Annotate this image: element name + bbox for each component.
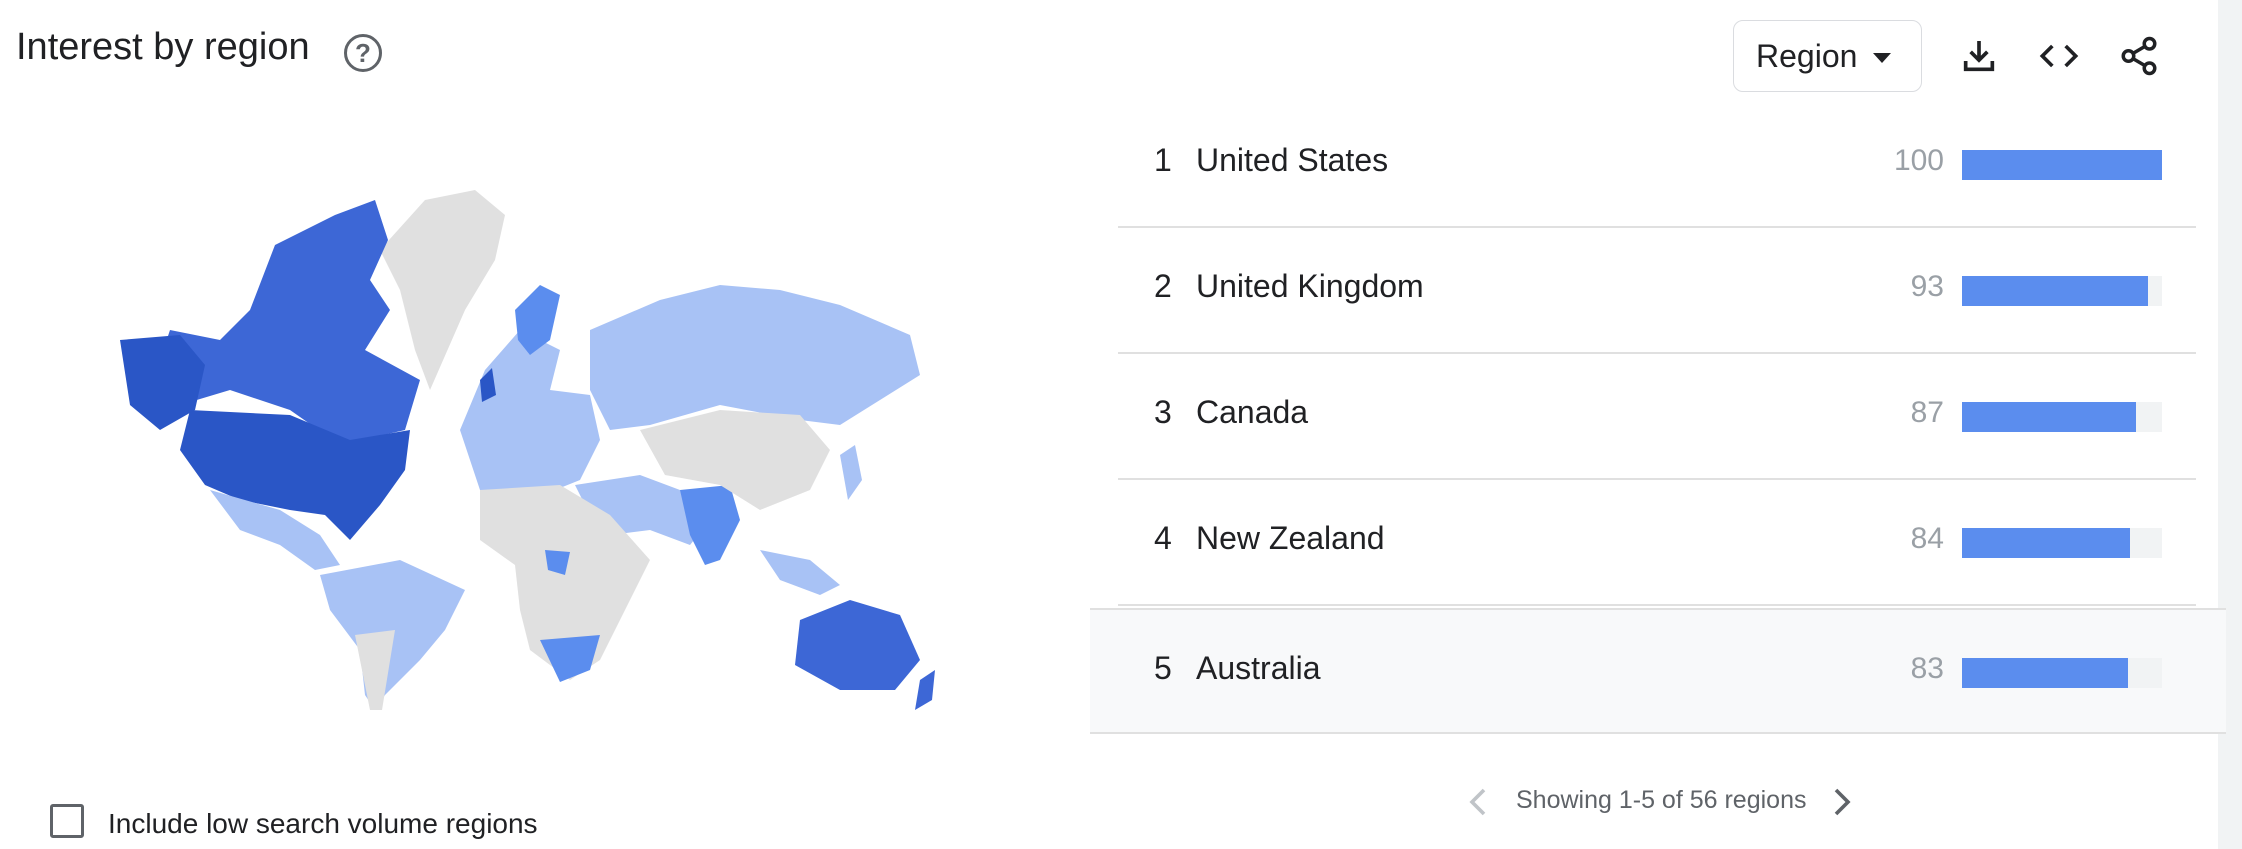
- greenland-region: [380, 190, 505, 390]
- help-circle-icon[interactable]: ?: [344, 34, 382, 72]
- europe-region: [460, 330, 600, 500]
- australia-region: [795, 600, 920, 690]
- region-bar-fill: [1962, 276, 2148, 306]
- region-value: 93: [1910, 270, 1944, 303]
- region-name[interactable]: United Kingdom: [1196, 268, 1424, 304]
- region-value: 83: [1910, 652, 1944, 685]
- region-value: 84: [1910, 522, 1944, 555]
- dropdown-arrow-icon: [1873, 53, 1891, 63]
- region-name[interactable]: Canada: [1196, 394, 1309, 430]
- south-africa-region: [540, 635, 600, 682]
- low-volume-label: Include low search volume regions: [108, 808, 538, 839]
- region-row[interactable]: 2 United Kingdom 93: [1118, 228, 2196, 354]
- share-icon[interactable]: [2111, 28, 2167, 84]
- region-bar-track: [1962, 402, 2162, 432]
- region-rank: 2: [1154, 268, 1172, 304]
- new-zealand-region: [915, 670, 935, 710]
- region-rank: 4: [1154, 520, 1172, 556]
- region-bar-fill: [1962, 150, 2162, 180]
- region-row[interactable]: 1 United States 100: [1118, 102, 2196, 228]
- region-bar-fill: [1962, 528, 2130, 558]
- pagination-text: Showing 1-5 of 56 regions: [1516, 786, 1807, 814]
- africa-region: [480, 485, 650, 680]
- india-region: [680, 485, 740, 565]
- region-bar-fill: [1962, 658, 2128, 688]
- region-bar-track: [1962, 150, 2162, 180]
- download-icon[interactable]: [1951, 28, 2007, 84]
- section-title: Interest by region: [16, 26, 310, 68]
- region-rank: 3: [1154, 394, 1172, 430]
- region-value: 87: [1910, 396, 1944, 429]
- region-name[interactable]: United States: [1196, 142, 1389, 178]
- chevron-left-icon[interactable]: [1458, 782, 1498, 822]
- region-value: 100: [1893, 144, 1944, 177]
- region-row[interactable]: 3 Canada 87: [1118, 354, 2196, 480]
- uk-region: [480, 368, 496, 402]
- region-dropdown-label: Region: [1756, 37, 1858, 74]
- chevron-right-icon[interactable]: [1822, 782, 1862, 822]
- world-map[interactable]: [120, 190, 940, 710]
- russia-region: [590, 285, 920, 430]
- canada-region: [160, 200, 420, 445]
- region-dropdown[interactable]: Region: [1733, 20, 1922, 92]
- low-volume-checkbox[interactable]: [50, 804, 84, 838]
- argentina-region: [355, 630, 395, 710]
- region-bar-track: [1962, 528, 2162, 558]
- code-icon[interactable]: [2031, 28, 2087, 84]
- region-rank: 5: [1154, 650, 1172, 686]
- alaska-region: [120, 335, 205, 430]
- region-bar-fill: [1962, 402, 2136, 432]
- china-region: [640, 410, 830, 510]
- region-bar-track: [1962, 658, 2162, 688]
- region-row[interactable]: 5 Australia 83: [1090, 608, 2226, 734]
- region-rank: 1: [1154, 142, 1172, 178]
- southeast-asia-region: [760, 550, 840, 595]
- usa-region: [180, 410, 410, 540]
- region-bar-track: [1962, 276, 2162, 306]
- region-name[interactable]: Australia: [1196, 650, 1321, 686]
- scandinavia-region: [515, 285, 560, 355]
- mexico-region: [210, 490, 340, 570]
- japan-region: [840, 445, 862, 500]
- region-row[interactable]: 4 New Zealand 84: [1118, 480, 2196, 606]
- nigeria-region: [545, 550, 570, 575]
- region-name[interactable]: New Zealand: [1196, 520, 1385, 556]
